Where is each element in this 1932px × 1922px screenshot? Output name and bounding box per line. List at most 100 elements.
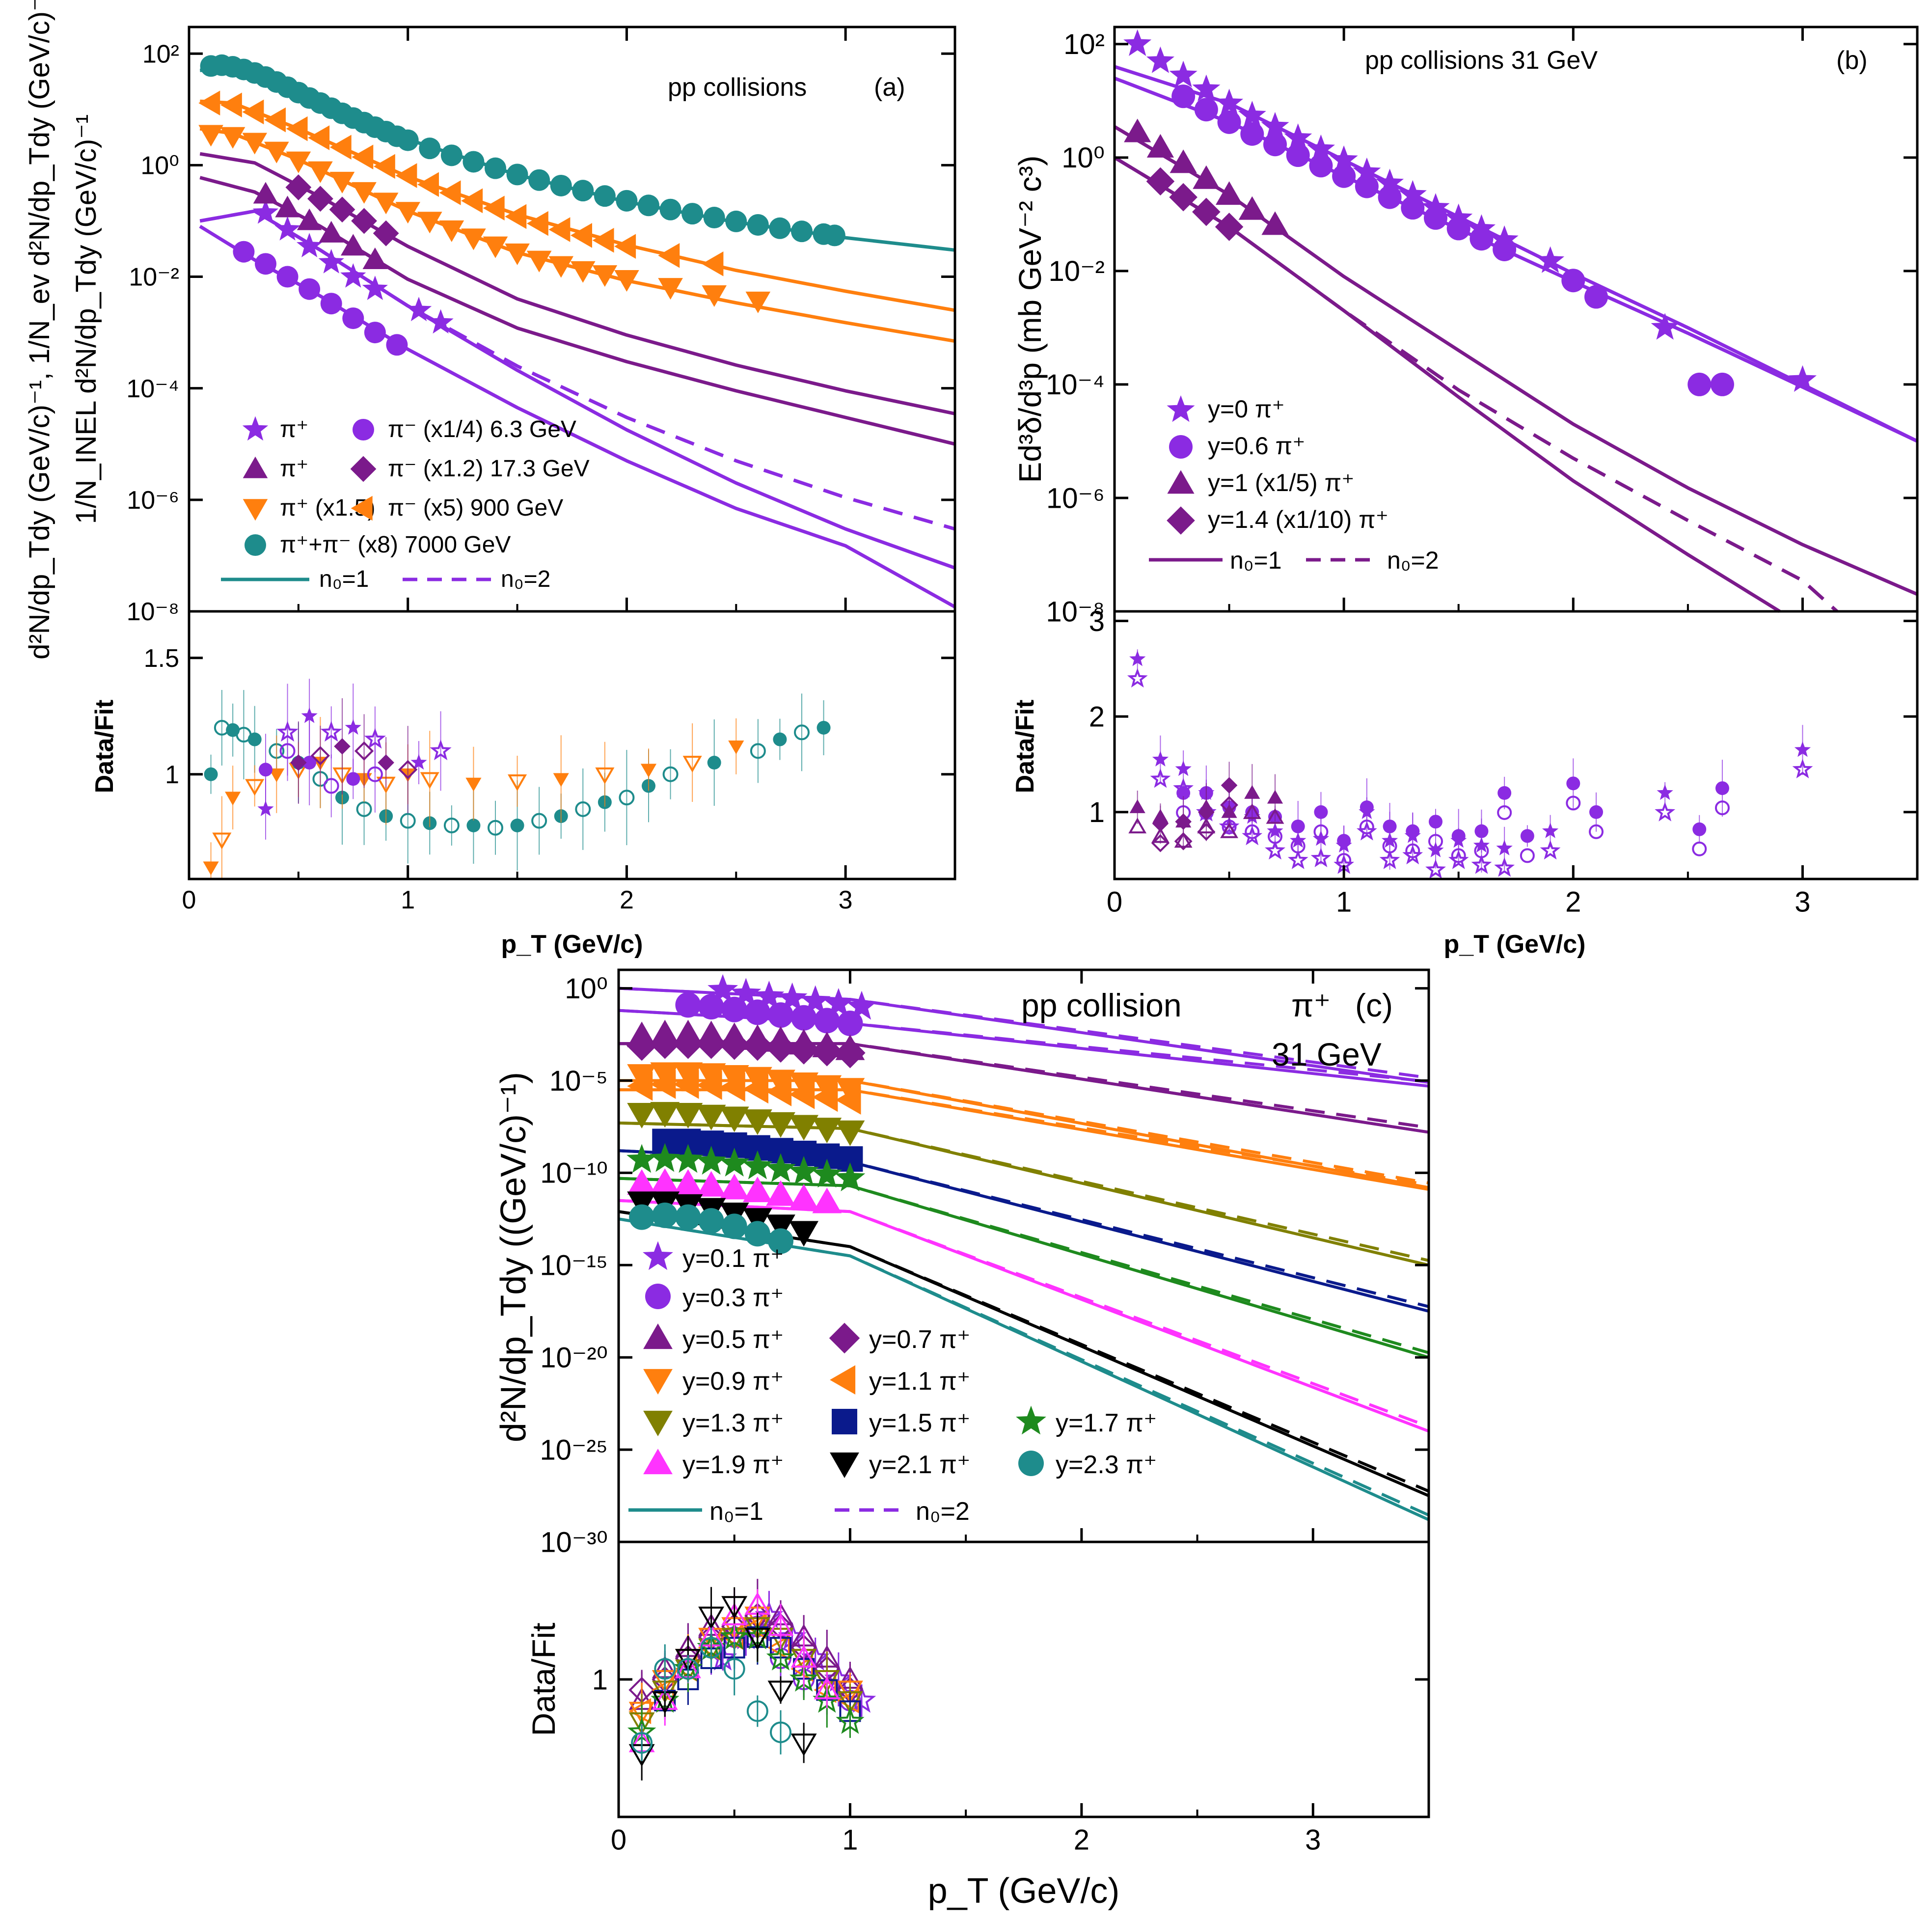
ratio-point-hollow	[1714, 800, 1730, 816]
data-point	[707, 974, 738, 1003]
ratio-point-hollow	[1425, 859, 1446, 879]
ratio-point-hollow	[1220, 796, 1238, 814]
ratio-point-hollow	[1428, 834, 1443, 849]
legend-label: π⁻ (x1.2) 17.3 GeV	[388, 456, 590, 482]
ratio-point	[257, 800, 274, 816]
data-point	[1192, 197, 1221, 226]
data-point	[812, 1118, 842, 1144]
legend-label: y=2.3 π⁺	[1056, 1451, 1157, 1479]
data-point	[835, 1085, 861, 1115]
fit-curve	[199, 209, 955, 531]
data-point	[1355, 174, 1379, 198]
legend-label: π⁻ (x1/4) 6.3 GeV	[388, 416, 576, 442]
data-point	[696, 1104, 726, 1130]
panel-c-ratio-points	[627, 1579, 876, 1781]
panel-a-ratio-points	[203, 679, 831, 879]
data-point	[747, 214, 769, 236]
ratio-point-hollow	[1265, 840, 1285, 860]
panel-a-title: pp collisions	[668, 73, 807, 102]
data-point	[439, 220, 464, 242]
data-point	[719, 1029, 750, 1060]
data-point	[1215, 213, 1244, 241]
legend-label: n₀=1	[709, 1497, 763, 1526]
fit-curve-dashed	[618, 1177, 1429, 1354]
panel-c-particle-label: π⁺	[1291, 987, 1331, 1023]
data-point	[719, 1065, 749, 1091]
data-point	[742, 1074, 768, 1104]
data-point	[1306, 134, 1335, 162]
data-point	[698, 994, 724, 1020]
panel-b-ratio-frame	[1113, 610, 1919, 880]
data-point	[329, 196, 355, 223]
data-point	[329, 135, 352, 160]
ratio-point	[728, 740, 744, 754]
y-tick-label: 10⁻⁸	[127, 598, 179, 626]
data-point	[242, 133, 268, 155]
data-point	[526, 250, 552, 273]
data-point	[1169, 60, 1197, 87]
data-point	[702, 251, 724, 276]
data-point	[766, 1077, 792, 1106]
panel-a-fit-curves	[199, 66, 956, 609]
data-point	[742, 1177, 772, 1203]
ratio-point	[677, 1658, 699, 1680]
ratio-point	[430, 740, 452, 761]
data-point	[812, 1082, 838, 1112]
legend-marker	[829, 1322, 860, 1354]
ratio-point-hollow	[1474, 843, 1489, 858]
ratio-point-hollow	[1243, 803, 1261, 819]
ratio-point	[269, 768, 285, 782]
legend-label: y=0.6 π⁺	[1208, 432, 1306, 460]
data-point	[506, 164, 528, 186]
data-point	[812, 1158, 843, 1188]
ratio-point-hollow	[1174, 832, 1193, 851]
ratio-point	[770, 1721, 791, 1743]
data-point	[362, 275, 388, 300]
data-point	[483, 195, 505, 221]
data-point	[719, 1072, 745, 1102]
ratio-point	[1337, 834, 1351, 848]
data-point	[220, 92, 242, 118]
ratio-point	[290, 754, 307, 771]
data-point	[198, 90, 220, 116]
data-point	[823, 224, 845, 247]
legend-label: n₀=2	[501, 566, 550, 592]
data-point	[1330, 145, 1358, 172]
panel-c-label: (c)	[1355, 987, 1393, 1023]
data-point	[1124, 118, 1151, 142]
ratio-point	[790, 1645, 817, 1668]
data-point	[397, 129, 419, 151]
data-point	[744, 1221, 770, 1247]
data-point	[255, 253, 276, 275]
panel-c-data-points	[626, 974, 877, 1254]
data-point	[395, 202, 421, 224]
data-point	[789, 1079, 815, 1109]
panel-b-title: pp collisions 31 GeV	[1365, 46, 1598, 75]
ratio-point	[354, 741, 374, 761]
data-point	[386, 334, 408, 356]
data-point	[658, 278, 683, 300]
ratio-point-hollow	[1494, 857, 1515, 877]
data-point	[1284, 123, 1312, 150]
ratio-point-hollow	[1692, 841, 1707, 856]
data-point	[721, 996, 747, 1022]
data-point	[548, 217, 571, 242]
ratio-point	[640, 764, 657, 778]
ratio-point	[698, 1606, 725, 1629]
data-point	[673, 1062, 703, 1088]
data-point	[675, 992, 701, 1018]
data-point	[742, 1150, 773, 1180]
data-point	[673, 1144, 704, 1173]
panel-b: 10² 10⁰ 10⁻² 10⁻⁴ 10⁻⁶ 10⁻⁸ 0 1 2 3 1 2 3 pp collisi…	[1011, 26, 1919, 959]
data-point	[1309, 154, 1333, 178]
legend-label: y=0 π⁺	[1208, 395, 1285, 423]
panel-c: 10⁰ 10⁻⁵ 10⁻¹⁰ 10⁻¹⁵ 10⁻²⁰ 10⁻²⁵ 10⁻³⁰ 0 1 2 3 1 pp…	[494, 968, 1430, 1911]
data-point	[800, 985, 831, 1015]
data-point	[483, 236, 508, 258]
fit-curve	[1114, 156, 1838, 613]
data-point	[835, 1162, 866, 1191]
legend-label: y=1.7 π⁺	[1056, 1409, 1157, 1437]
data-point	[766, 1214, 795, 1240]
panel-c-legend: y=0.1 π⁺ y=0.3 π⁺ y=0.5 π⁺ y=0.7 π⁺ y=0.9 π⁺…	[628, 1241, 1157, 1526]
ratio-point-hollow	[1405, 843, 1420, 858]
